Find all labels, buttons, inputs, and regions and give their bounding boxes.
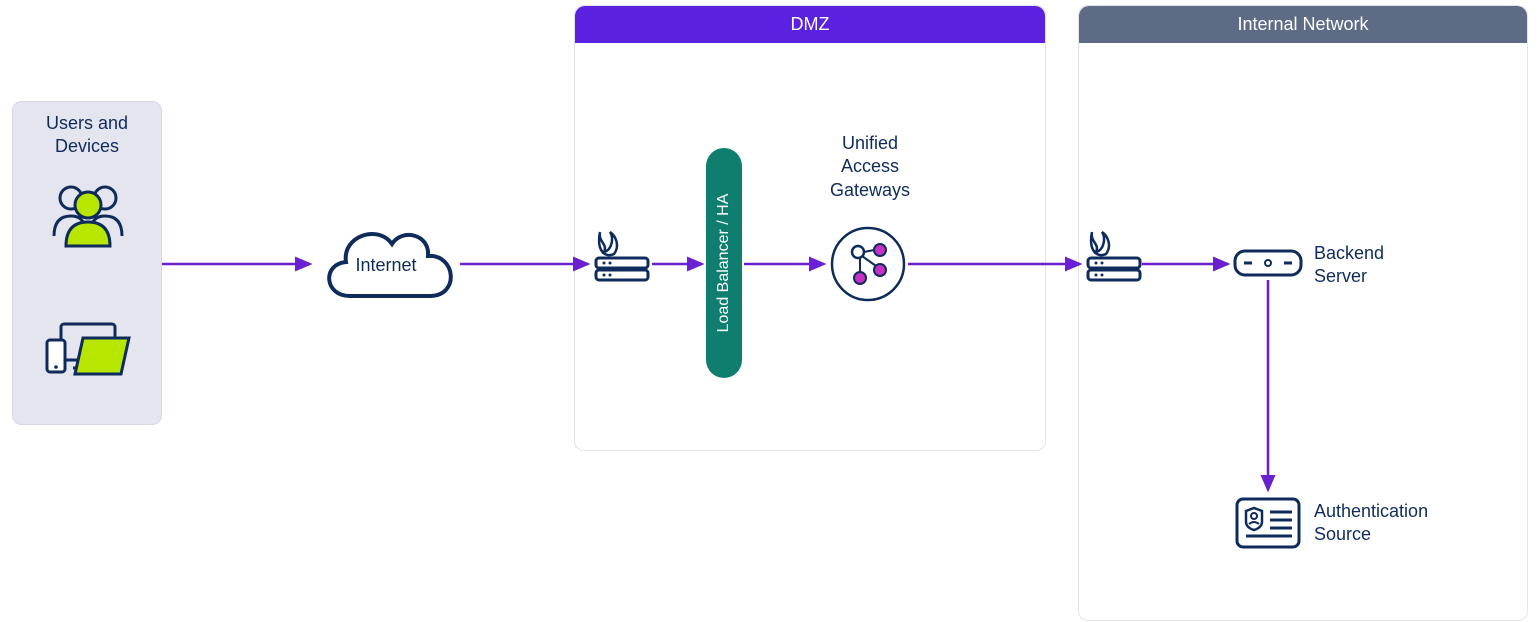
uag-line1: Unified	[842, 133, 898, 153]
uag-line2: Access	[841, 156, 899, 176]
arrows-layer	[0, 0, 1539, 622]
auth-source-icon	[1234, 496, 1302, 550]
auth-line2: Source	[1314, 524, 1371, 544]
uag-gateway-icon	[830, 226, 906, 302]
auth-line1: Authentication	[1314, 501, 1428, 521]
auth-label: Authentication Source	[1314, 500, 1474, 547]
uag-line3: Gateways	[830, 180, 910, 200]
backend-line2: Server	[1314, 266, 1367, 286]
load-balancer-label: Load Balancer / HA	[715, 194, 733, 333]
backend-line1: Backend	[1314, 243, 1384, 263]
backend-label: Backend Server	[1314, 242, 1434, 289]
backend-server-icon	[1232, 248, 1304, 278]
firewall1-icon	[590, 228, 652, 286]
uag-label: Unified Access Gateways	[820, 132, 920, 202]
internet-label: Internet	[346, 254, 426, 277]
internet-label-text: Internet	[355, 255, 416, 275]
load-balancer-node: Load Balancer / HA	[706, 148, 742, 378]
firewall2-icon	[1082, 228, 1144, 286]
